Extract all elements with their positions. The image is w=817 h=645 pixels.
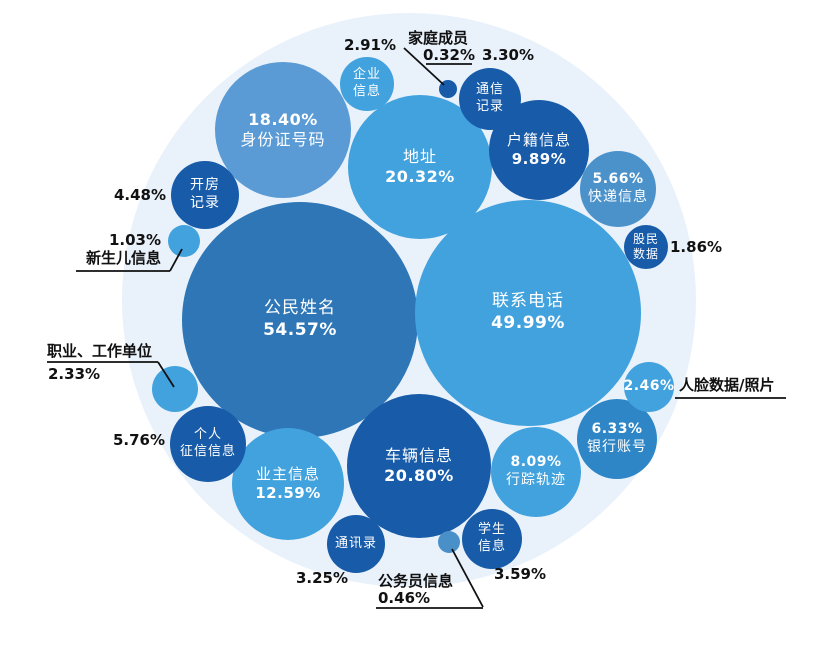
annotation-civil-servant-info: 0.46% (378, 589, 431, 607)
bubble-name: 联系电话 (492, 291, 564, 312)
bubble-label-vehicle-info: 车辆信息 20.80% (347, 394, 491, 538)
bubble-contact-book: 通讯录 (327, 515, 385, 573)
bubble-value: 5.66% (592, 171, 644, 188)
annotation-personal-credit-info: 5.76% (112, 431, 165, 449)
annotation-student-info: 3.59% (493, 565, 547, 583)
annotation-stock-investor-data: 1.86% (670, 238, 723, 256)
bubble-label-student-info: 学生 信息 (462, 509, 522, 569)
bubble-name: 股民 (632, 231, 659, 246)
bubble-name: 记录 (475, 99, 504, 114)
bubble-id-card-number: 18.40% 身份证号码 (215, 62, 351, 198)
bubble-name: 征信信息 (179, 444, 236, 459)
bubble-label-owner-info: 业主信息 12.59% (232, 428, 344, 540)
bubble-name: 车辆信息 (384, 445, 453, 465)
bubble-personal-credit-info: 个人 征信信息 (170, 406, 246, 482)
bubble-label-location-track: 8.09% 行踪轨迹 (491, 427, 581, 517)
bubble-label-hotel-record: 开房 记录 (171, 161, 239, 229)
bubble-name: 信息 (477, 539, 506, 554)
bubble-label-enterprise-info: 企业 信息 (340, 57, 394, 111)
bubble-label-communication-record: 通信 记录 (459, 68, 521, 130)
bubble-name: 银行账号 (587, 439, 647, 455)
bubble-name: 信息 (352, 84, 381, 99)
bubble-label-personal-credit-info: 个人 征信信息 (170, 406, 246, 482)
bubble-bank-account: 6.33% 银行账号 (577, 399, 657, 479)
annotation-hotel-record: 4.48% (113, 186, 166, 204)
annotation-occupation-workplace: 2.33% (48, 365, 101, 383)
bubble-stock-investor-data: 股民 数据 (624, 225, 668, 269)
bubble-name: 快递信息 (588, 189, 648, 205)
bubble-name: 企业 (352, 67, 381, 83)
bubble-name: 公民姓名 (264, 298, 336, 319)
bubble-label-household-registration: 户籍信息 9.89% (489, 100, 589, 200)
bubble-name: 户籍信息 (506, 130, 571, 149)
bubble-name: 数据 (632, 247, 659, 261)
bubble-name: 个人 (193, 427, 222, 443)
bubble-value: 12.59% (255, 484, 321, 502)
bubble-label-face-data-photo: 2.46% (623, 362, 675, 412)
bubble-enterprise-info: 企业 信息 (340, 57, 394, 111)
bubble-contact-phone: 联系电话 49.99% (415, 200, 641, 426)
bubble-label-contact-book: 通讯录 (327, 515, 385, 573)
bubble-value: 9.89% (511, 150, 567, 168)
bubble-label-express-info: 5.66% 快递信息 (580, 151, 656, 227)
bubble-value: 20.80% (384, 466, 454, 485)
bubble-value: 49.99% (491, 313, 565, 333)
bubble-value: 54.57% (263, 320, 337, 340)
bubble-location-track: 8.09% 行踪轨迹 (491, 427, 581, 517)
annotation-occupation-workplace: 职业、工作单位 (47, 342, 153, 360)
bubble-face-data-photo: 2.46% (623, 362, 675, 412)
bubble-value: 6.33% (591, 421, 643, 438)
bubble-label-bank-account: 6.33% 银行账号 (577, 399, 657, 479)
bubble-value: 18.40% (248, 109, 318, 129)
bubble-communication-record: 通信 记录 (459, 68, 521, 130)
bubble-vehicle-info: 车辆信息 20.80% (347, 394, 491, 538)
annotation-family-member: 家庭成员 (407, 29, 469, 47)
bubble-label-contact-phone: 联系电话 49.99% (415, 200, 641, 426)
bubble-label-id-card-number: 18.40% 身份证号码 (215, 62, 351, 198)
bubble-value: 8.09% (510, 454, 562, 471)
bubble-express-info: 5.66% 快递信息 (580, 151, 656, 227)
bubble-hotel-record: 开房 记录 (171, 161, 239, 229)
bubble-value: 20.32% (385, 167, 455, 186)
annotation-enterprise-info: 2.91% (343, 36, 397, 54)
annotation-face-data-photo: 人脸数据/照片 (679, 376, 775, 394)
annotation-contact-book: 3.25% (295, 569, 349, 587)
annotation-communication-record: 3.30% (481, 46, 535, 64)
annotation-civil-servant-info: 公务员信息 (378, 572, 454, 590)
bubble-name: 业主信息 (255, 464, 320, 483)
bubble-name: 行踪轨迹 (506, 472, 566, 488)
bubble-name: 开房 (190, 177, 220, 194)
bubble-value: 2.46% (623, 378, 675, 395)
bubble-name: 通讯录 (334, 535, 377, 551)
bubble-label-address: 地址 20.32% (348, 95, 492, 239)
annotation-newborn-info: 新生儿信息 (85, 249, 161, 267)
bubble-owner-info: 业主信息 12.59% (232, 428, 344, 540)
bubble-civil-servant-info (438, 531, 460, 553)
bubble-citizen-name: 公民姓名 54.57% (182, 202, 418, 438)
bubble-name: 地址 (402, 146, 437, 166)
bubble-name: 学生 (477, 522, 506, 538)
annotation-family-member: 0.32% (422, 46, 476, 64)
bubble-name: 通信 (475, 82, 504, 98)
bubble-label-stock-investor-data: 股民 数据 (624, 225, 668, 269)
bubble-name: 身份证号码 (240, 130, 326, 149)
bubble-name: 记录 (190, 195, 220, 211)
bubble-label-citizen-name: 公民姓名 54.57% (182, 202, 418, 438)
annotation-newborn-info: 1.03% (108, 231, 161, 249)
